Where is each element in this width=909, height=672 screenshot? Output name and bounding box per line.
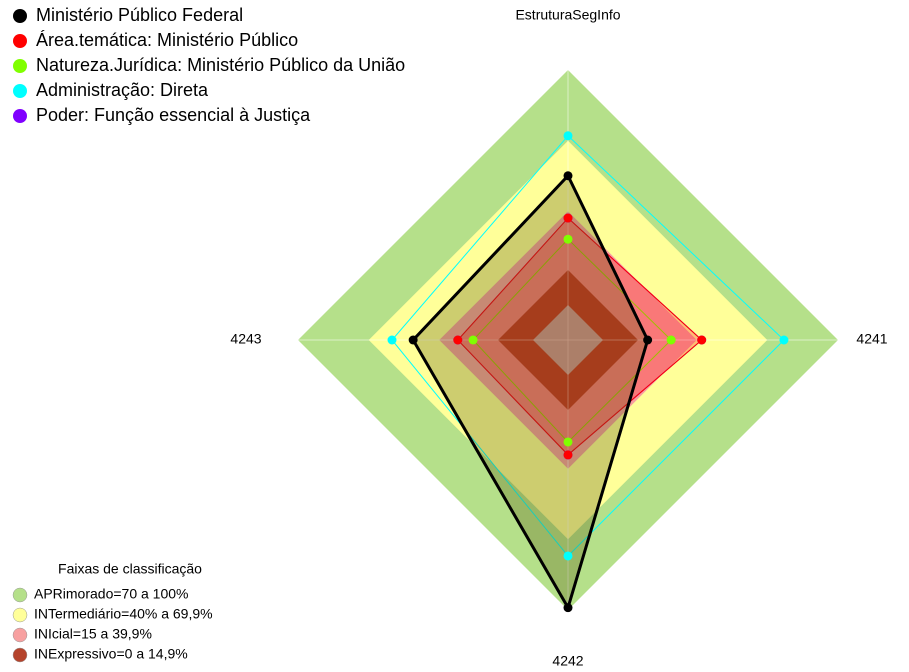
series-point — [563, 450, 573, 460]
series-point — [666, 335, 676, 345]
band-legend-title: Faixas de classificação — [58, 561, 202, 577]
legend-marker — [13, 84, 27, 98]
series-point — [453, 335, 463, 345]
band-legend-label: INExpressivo=0 a 14,9% — [34, 646, 188, 662]
legend-label: Área.temática: Ministério Público — [36, 30, 298, 50]
series-point — [387, 335, 397, 345]
axis-label: EstruturaSegInfo — [515, 7, 620, 23]
series-point — [563, 551, 573, 561]
band-legend-marker — [12, 647, 28, 663]
series-point — [563, 603, 573, 613]
band-legend-marker — [12, 627, 28, 643]
legend-label: Administração: Direta — [36, 80, 209, 100]
band-legend-label: APRimorado=70 a 100% — [34, 586, 189, 602]
legend-marker — [13, 109, 27, 123]
series-point — [468, 335, 478, 345]
legend-marker — [13, 59, 27, 73]
axis-label: 4241 — [856, 331, 887, 347]
band-legend-marker — [12, 587, 28, 603]
series-point — [563, 234, 573, 244]
series-point — [563, 213, 573, 223]
legend-label: Ministério Público Federal — [36, 5, 243, 25]
legend-label: Natureza.Jurídica: Ministério Público da… — [36, 55, 405, 75]
band-legend-label: INIcial=15 a 39,9% — [34, 626, 152, 642]
series-point — [697, 335, 707, 345]
legend-marker — [13, 9, 27, 23]
series-point — [779, 335, 789, 345]
legend-marker — [13, 34, 27, 48]
series-point — [408, 335, 418, 345]
legend-label: Poder: Função essencial à Justiça — [36, 105, 311, 125]
axis-label: 4242 — [552, 653, 583, 669]
axis-label: 4243 — [230, 331, 261, 347]
series-point — [563, 131, 573, 141]
series-point — [643, 335, 653, 345]
band-legend-label: INTermediário=40% a 69,9% — [34, 606, 213, 622]
series-point — [563, 171, 573, 181]
series-point — [563, 437, 573, 447]
band-legend-marker — [12, 607, 28, 623]
